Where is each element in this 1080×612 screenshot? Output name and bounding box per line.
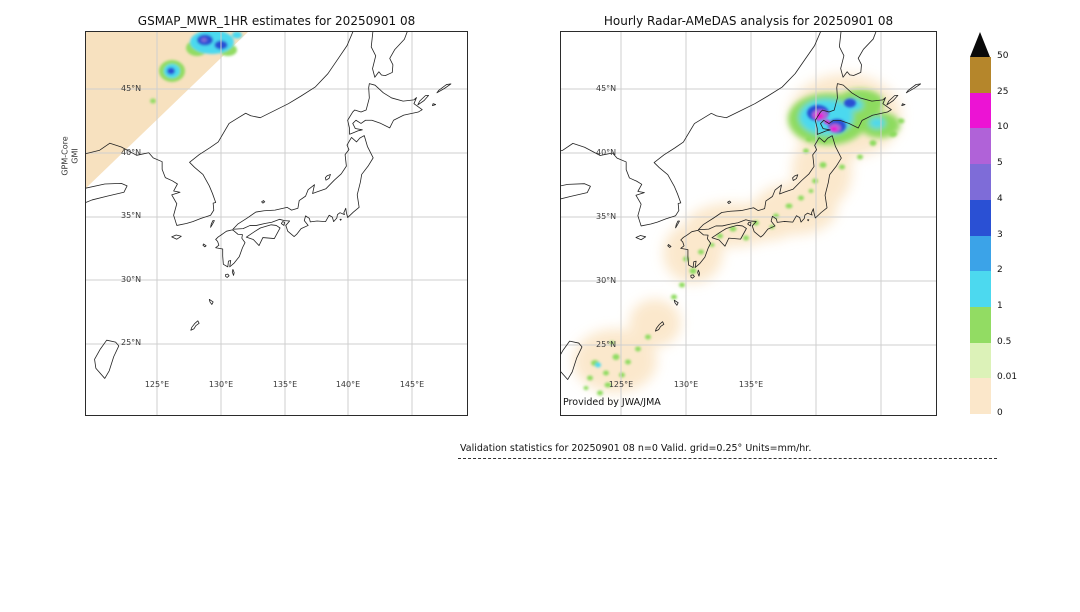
colorbar-tick-label: 25 — [997, 86, 1009, 97]
lat-tick: 35°N — [596, 212, 617, 221]
colorbar-tick-label: 1 — [997, 300, 1003, 311]
lat-tick: 30°N — [596, 276, 617, 285]
colorbar-tick-label: 0.01 — [997, 372, 1018, 383]
lat-tick: 45°N — [596, 84, 617, 93]
colorbar-segment — [970, 342, 991, 379]
colorbar-segment — [970, 306, 991, 343]
left-panel-title: GSMAP_MWR_1HR estimates for 20250901 08 — [137, 14, 416, 28]
lon-tick: 135°E — [738, 380, 764, 389]
map-gsmap — [85, 31, 468, 416]
lon-tick: 145°E — [399, 380, 425, 389]
colorbar-tick-label: 2 — [997, 265, 1003, 276]
colorbar-segments — [970, 57, 991, 415]
gridlines-right — [560, 31, 937, 416]
colorbar-tick-label: 50 — [997, 51, 1009, 61]
colorbar-tick-label: 4 — [997, 193, 1003, 204]
lon-tick: 125°E — [144, 380, 170, 389]
lat-tick: 25°N — [121, 338, 142, 347]
lat-tick: 40°N — [596, 148, 617, 157]
ylabel-line1: GPM-Core — [60, 136, 70, 176]
lon-tick: 130°E — [673, 380, 699, 389]
lat-tick: 40°N — [121, 148, 142, 157]
gridlines-left — [85, 31, 468, 416]
colorbar-tick-label: 5 — [997, 158, 1003, 169]
right-panel-title: Hourly Radar-AMeDAS analysis for 2025090… — [603, 14, 894, 28]
colorbar-segment — [970, 271, 991, 307]
lon-tick: 135°E — [272, 380, 298, 389]
colorbar-labels: 50 25 10 5 4 3 2 1 0.5 0.01 0 — [997, 51, 1037, 418]
colorbar-tick-label: 3 — [997, 229, 1003, 240]
colorbar-tick-label: 0 — [997, 408, 1003, 418]
colorbar-overflow-triangle-icon — [970, 32, 990, 57]
colorbar-segment — [970, 199, 991, 236]
precip-cells-gsmap — [150, 31, 242, 104]
colorbar-segment — [970, 57, 991, 93]
lat-tick: 45°N — [121, 84, 142, 93]
lat-tick: 25°N — [596, 340, 617, 349]
map-radar-amedas — [560, 31, 937, 416]
colorbar-segment — [970, 378, 991, 415]
lon-tick: 125°E — [608, 380, 634, 389]
ylabel-line2: GMI — [70, 148, 79, 164]
credit-label: Provided by JWA/JMA — [563, 397, 661, 408]
colorbar-tick-label: 10 — [997, 122, 1009, 133]
colorbar-segment — [970, 128, 991, 165]
left-panel-frame — [85, 31, 468, 416]
lat-tick: 30°N — [121, 275, 142, 284]
lon-tick: 140°E — [335, 380, 361, 389]
lat-tick: 35°N — [121, 211, 142, 220]
colorbar-segment — [970, 92, 991, 129]
left-panel-ylabel: GPM-Core GMI — [60, 136, 79, 175]
colorbar-segment — [970, 235, 991, 272]
colorbar-segment — [970, 164, 991, 200]
lon-tick: 130°E — [208, 380, 234, 389]
right-panel-frame — [560, 31, 937, 416]
validation-statistics-text: Validation statistics for 20250901 08 n=… — [460, 443, 812, 454]
footer-dashed-rule — [458, 458, 997, 459]
colorbar-tick-label: 0.5 — [997, 336, 1012, 347]
